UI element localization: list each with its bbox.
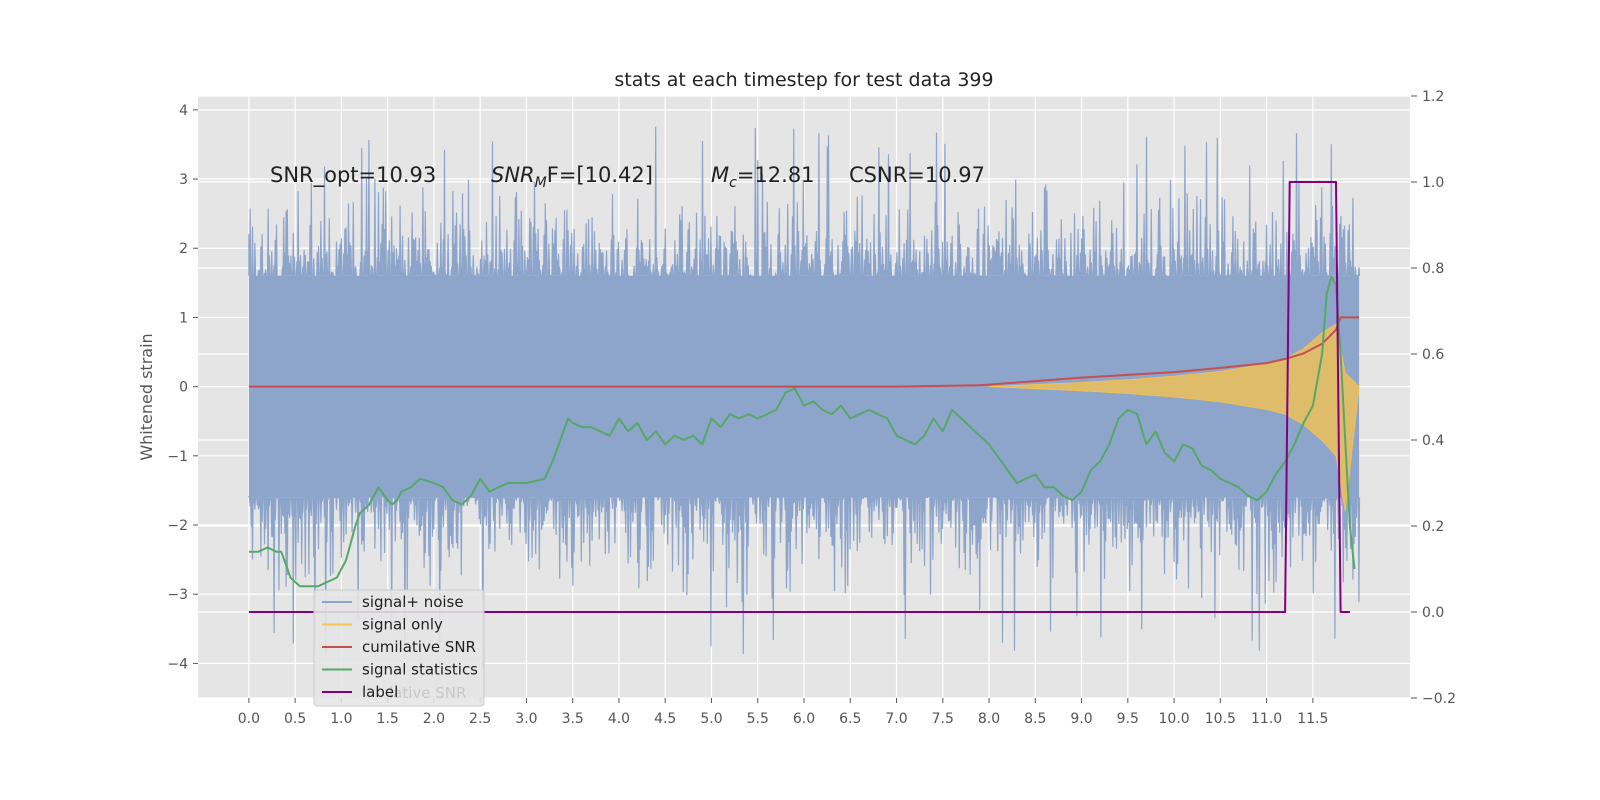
y2-tick-label: 0.8	[1422, 261, 1444, 277]
annotation-mc: Mc=12.81	[711, 163, 815, 191]
y-tick-label: 3	[179, 172, 188, 188]
x-tick-label: 6.0	[793, 711, 815, 727]
legend-ghost-text: lative SNR	[389, 684, 466, 702]
x-tick-label: 9.0	[1070, 711, 1092, 727]
annotation-snr-mf-sub: M	[535, 175, 547, 191]
y-tick-label: −4	[167, 656, 188, 672]
legend-item-label: cumilative SNR	[362, 638, 476, 656]
legend-box	[313, 589, 485, 707]
noise-lower-spikes	[248, 483, 1361, 669]
y2-tick-label: 0.4	[1422, 433, 1444, 449]
y2-tick-label: 0.0	[1422, 605, 1444, 621]
x-tick-label: 7.5	[932, 711, 954, 727]
annotation-snr-mf-rest: F=[10.42]	[547, 163, 653, 187]
y2-tick-label: −0.2	[1422, 691, 1456, 707]
x-tick-label: 9.5	[1117, 711, 1139, 727]
line-signal-statistics	[248, 275, 1356, 588]
line-cumulative-snr	[248, 316, 1360, 388]
x-tick-label: 2.0	[423, 711, 445, 727]
y-tick-label: 1	[179, 310, 188, 326]
x-tick-label: 4.0	[608, 711, 630, 727]
y-tick-label: −2	[167, 518, 188, 534]
legend-item-label: signal only	[362, 616, 443, 634]
y2-tick-label: 1.2	[1422, 89, 1444, 105]
y-tick-label: 2	[179, 241, 188, 257]
x-tick-label: 10.5	[1205, 711, 1236, 727]
x-tick-label: 3.0	[515, 711, 537, 727]
annotation-mc-rest: =12.81	[737, 163, 815, 187]
legend-item-label: signal statistics	[362, 661, 478, 679]
y2-tick-label: 1.0	[1422, 175, 1444, 191]
x-tick-label: 7.0	[885, 711, 907, 727]
series-lines	[248, 181, 1360, 613]
annotation-snr-opt: SNR_opt=10.93	[270, 163, 436, 188]
y-tick-label: 0	[179, 380, 188, 396]
y2-tick-label: 0.2	[1422, 519, 1444, 535]
y-tick-label: −3	[167, 587, 188, 603]
series-signal-only	[988, 323, 1360, 512]
x-tick-label: 5.0	[700, 711, 722, 727]
x-tick-label: 8.5	[1024, 711, 1046, 727]
x-axis: 0.0 0.5 1.0 1.5 2.0 2.5 3.0 3.5 4.0 4.5 5.0 5.5 6.0 6…	[238, 698, 1328, 727]
chart-title: stats at each timestep for test data 399	[614, 69, 993, 91]
line-label	[248, 181, 1350, 613]
y-axis-right: −0.2 0.0 0.2 0.4 0.6 0.8 1.0 1.2	[1411, 89, 1456, 707]
x-tick-label: 1.5	[377, 711, 399, 727]
x-tick-label: 5.5	[747, 711, 769, 727]
annotation-snr-mf-main: SNR	[491, 163, 535, 187]
y2-tick-label: 0.6	[1422, 347, 1444, 363]
x-tick-label: 10.0	[1158, 711, 1189, 727]
x-tick-label: 3.5	[562, 711, 584, 727]
y-tick-label: 4	[179, 103, 188, 119]
y-tick-label: −1	[167, 449, 188, 465]
legend: lative SNR signal+ noise signal only cumila…	[313, 589, 485, 707]
x-tick-label: 8.0	[978, 711, 1000, 727]
x-tick-label: 0.0	[238, 711, 260, 727]
annotation-snr-mf: SNRMF=[10.42]	[491, 163, 653, 191]
x-tick-label: 4.5	[654, 711, 676, 727]
noise-upper-spikes	[248, 126, 1361, 290]
y-axis-label: Whitened strain	[137, 333, 156, 460]
x-tick-label: 0.5	[284, 711, 306, 727]
annotation-csnr: CSNR=10.97	[849, 163, 985, 187]
legend-item-label: label	[362, 683, 398, 701]
legend-item-label: signal+ noise	[362, 593, 464, 611]
annotation-mc-sub: c	[729, 175, 737, 191]
x-tick-label: 2.5	[469, 711, 491, 727]
y-axis-left: −4 −3 −2 −1 0 1 2 3 4	[167, 103, 198, 672]
x-tick-label: 6.5	[839, 711, 861, 727]
x-tick-label: 11.0	[1251, 711, 1282, 727]
signal-envelope	[988, 323, 1360, 512]
annotation-mc-main: M	[711, 163, 729, 187]
x-tick-label: 11.5	[1297, 711, 1328, 727]
x-tick-label: 1.0	[330, 711, 352, 727]
